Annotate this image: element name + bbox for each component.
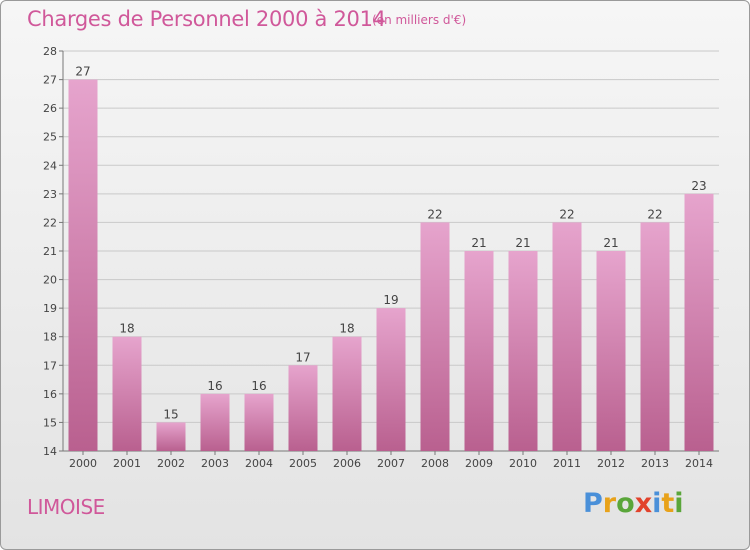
logo-letter: o <box>616 488 635 519</box>
y-tick-label: 24 <box>43 159 57 172</box>
bar <box>112 336 142 451</box>
x-tick-label: 2003 <box>201 457 229 470</box>
logo-letter: i <box>652 488 662 519</box>
chart-title: Charges de Personnel 2000 à 2014 <box>27 7 386 31</box>
y-tick-label: 17 <box>43 359 57 372</box>
bar-value-label: 23 <box>691 179 706 193</box>
y-tick-label: 19 <box>43 302 57 315</box>
y-tick-label: 14 <box>43 445 57 458</box>
y-tick-label: 25 <box>43 131 57 144</box>
bar-value-label: 16 <box>207 379 222 393</box>
logo-letter: t <box>661 488 675 519</box>
bar-value-label: 16 <box>251 379 266 393</box>
bar <box>552 222 582 451</box>
y-tick-label: 27 <box>43 74 57 87</box>
bar <box>420 222 450 451</box>
y-tick-label: 20 <box>43 274 57 287</box>
bar <box>596 251 626 451</box>
x-tick-label: 2009 <box>465 457 493 470</box>
bar <box>288 365 318 451</box>
logo-letter: r <box>602 488 617 519</box>
bars <box>68 79 714 452</box>
bar-value-label: 19 <box>383 293 398 307</box>
bar-value-label: 18 <box>119 322 134 336</box>
bar-value-label: 18 <box>339 322 354 336</box>
x-tick-label: 2011 <box>553 457 581 470</box>
bar-value-label: 22 <box>647 207 662 221</box>
x-tick-label: 2008 <box>421 457 449 470</box>
x-tick-label: 2006 <box>333 457 361 470</box>
commune-name: LIMOISE <box>27 495 105 519</box>
bar <box>332 336 362 451</box>
x-tick-label: 2013 <box>641 457 669 470</box>
bar-value-label: 22 <box>559 207 574 221</box>
y-tick-label: 15 <box>43 416 57 429</box>
bar-value-label: 22 <box>427 207 442 221</box>
bar <box>200 393 230 451</box>
bar-value-label: 27 <box>75 65 90 79</box>
x-tick-label: 2005 <box>289 457 317 470</box>
bar <box>376 308 406 451</box>
x-tick-label: 2002 <box>157 457 185 470</box>
x-tick-label: 2014 <box>685 457 713 470</box>
y-tick-label: 26 <box>43 102 57 115</box>
logo-letter: x <box>634 488 653 519</box>
y-tick-label: 21 <box>43 245 57 258</box>
bar-value-label: 21 <box>471 236 486 250</box>
bar <box>156 422 186 451</box>
chart-unit-note: (en milliers d'€) <box>372 13 467 27</box>
bar-value-label: 21 <box>603 236 618 250</box>
x-tick-label: 2001 <box>113 457 141 470</box>
bar <box>640 222 670 451</box>
x-tick-label: 2000 <box>69 457 97 470</box>
bar <box>244 393 274 451</box>
bar <box>464 251 494 451</box>
proxiti-logo[interactable]: Proxiti <box>583 488 684 519</box>
x-tick-label: 2007 <box>377 457 405 470</box>
y-tick-label: 18 <box>43 331 57 344</box>
bar-value-label: 15 <box>163 407 178 421</box>
x-tick-label: 2004 <box>245 457 273 470</box>
x-tick-label: 2010 <box>509 457 537 470</box>
y-tick-label: 16 <box>43 388 57 401</box>
bar-value-label: 21 <box>515 236 530 250</box>
labels: 14 15 16 17 18 19 20 21 22 23 24 25 26 27 28 27 2000 18 20… <box>43 45 713 470</box>
bar <box>684 193 714 451</box>
bar-value-label: 17 <box>295 350 310 364</box>
y-tick-label: 28 <box>43 45 57 58</box>
logo-letter: i <box>674 488 684 519</box>
bar <box>508 251 538 451</box>
logo-letter: P <box>583 488 603 519</box>
bar <box>68 79 98 452</box>
x-tick-label: 2012 <box>597 457 625 470</box>
y-tick-label: 22 <box>43 216 57 229</box>
y-tick-label: 23 <box>43 188 57 201</box>
